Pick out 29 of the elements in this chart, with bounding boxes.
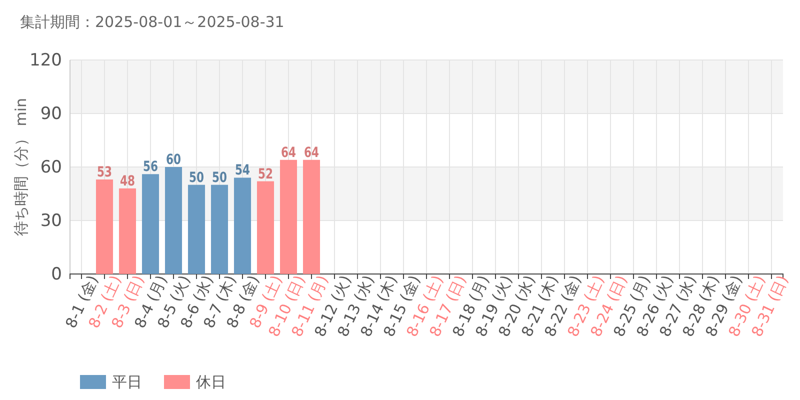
data-label: 50 xyxy=(212,170,232,186)
legend-label: 休日 xyxy=(196,373,226,391)
y-tick-label: 0 xyxy=(51,264,62,284)
bar xyxy=(118,188,136,274)
data-label: 56 xyxy=(143,159,162,176)
data-label: 53 xyxy=(97,164,116,180)
bar xyxy=(234,178,252,274)
bar xyxy=(188,184,206,274)
data-label: 48 xyxy=(120,173,140,190)
bar xyxy=(96,179,114,274)
chart-title: 集計期間：2025-08-01～2025-08-31 xyxy=(20,13,284,31)
data-label: 52 xyxy=(258,166,278,182)
data-label: 50 xyxy=(189,170,208,186)
data-label: 64 xyxy=(304,144,324,161)
bar xyxy=(302,160,320,274)
legend-label: 平日 xyxy=(112,373,142,391)
bar xyxy=(256,181,274,274)
y-axis-title: 待ち時間（分） min xyxy=(12,98,30,236)
data-label: 60 xyxy=(166,152,186,168)
bar xyxy=(142,174,160,274)
bar xyxy=(210,184,228,274)
data-label: 54 xyxy=(235,162,254,179)
bar xyxy=(164,167,182,274)
data-label: 64 xyxy=(281,144,300,161)
y-tick-label: 120 xyxy=(30,50,62,70)
bar xyxy=(280,160,298,274)
y-tick-label: 30 xyxy=(40,210,62,231)
y-tick-label: 60 xyxy=(40,157,62,178)
y-tick-label: 90 xyxy=(40,104,62,124)
